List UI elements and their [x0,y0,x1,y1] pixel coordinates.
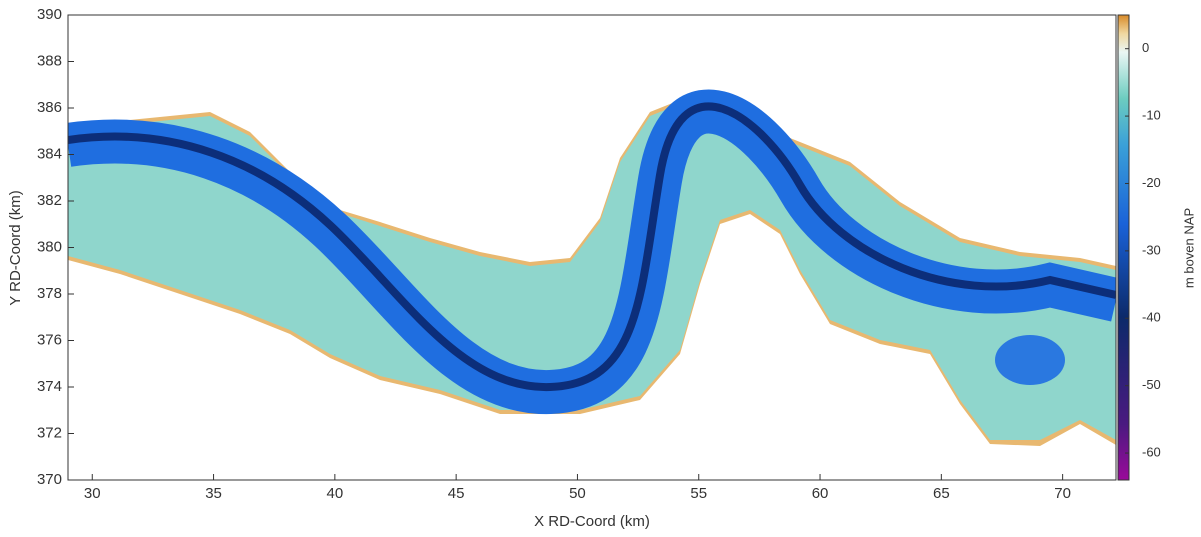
colorbar-tick-label: -40 [1142,310,1161,325]
y-tick-label: 380 [37,238,62,255]
x-tick-label: 55 [690,485,707,502]
colorbar-tick-label: -60 [1142,444,1161,459]
pit [995,335,1065,385]
x-tick-label: 50 [569,485,586,502]
x-tick-label: 35 [205,485,222,502]
bathymetry [68,89,1116,446]
y-tick-label: 388 [37,52,62,69]
y-tick-label: 382 [37,192,62,209]
x-tick-label: 45 [448,485,465,502]
x-tick-label: 65 [933,485,950,502]
y-tick-label: 390 [37,6,62,23]
colorbar-scale [1117,14,1130,481]
x-axis-label: X RD-Coord (km) [534,513,650,530]
colorbar-tick-label: 0 [1142,40,1149,55]
colorbar-tick-label: -30 [1142,242,1161,257]
colorbar-label: m boven NAP [1181,208,1196,288]
x-tick-label: 40 [327,485,344,502]
channel-deep [68,102,1116,392]
colorbar-tick-label: -10 [1142,108,1161,123]
x-tick-label: 70 [1054,485,1071,502]
y-tick-label: 376 [37,331,62,348]
colorbar-tick-label: -50 [1142,377,1161,392]
y-tick-label: 372 [37,424,62,441]
y-axis-label: Y RD-Coord (km) [7,190,24,306]
colorbar-tick-label: -20 [1142,175,1161,190]
colorbar: m boven NAP -60 -50 -40 -30 -20 -10 0 [1117,14,1196,481]
y-tick-label: 378 [37,285,62,302]
x-tick-label: 30 [84,485,101,502]
y-tick-label: 374 [37,378,62,395]
river [68,96,1116,440]
y-tick-label: 384 [37,145,62,162]
y-tick-label: 370 [37,471,62,488]
y-tick-label: 386 [37,99,62,116]
x-tick-label: 60 [812,485,829,502]
